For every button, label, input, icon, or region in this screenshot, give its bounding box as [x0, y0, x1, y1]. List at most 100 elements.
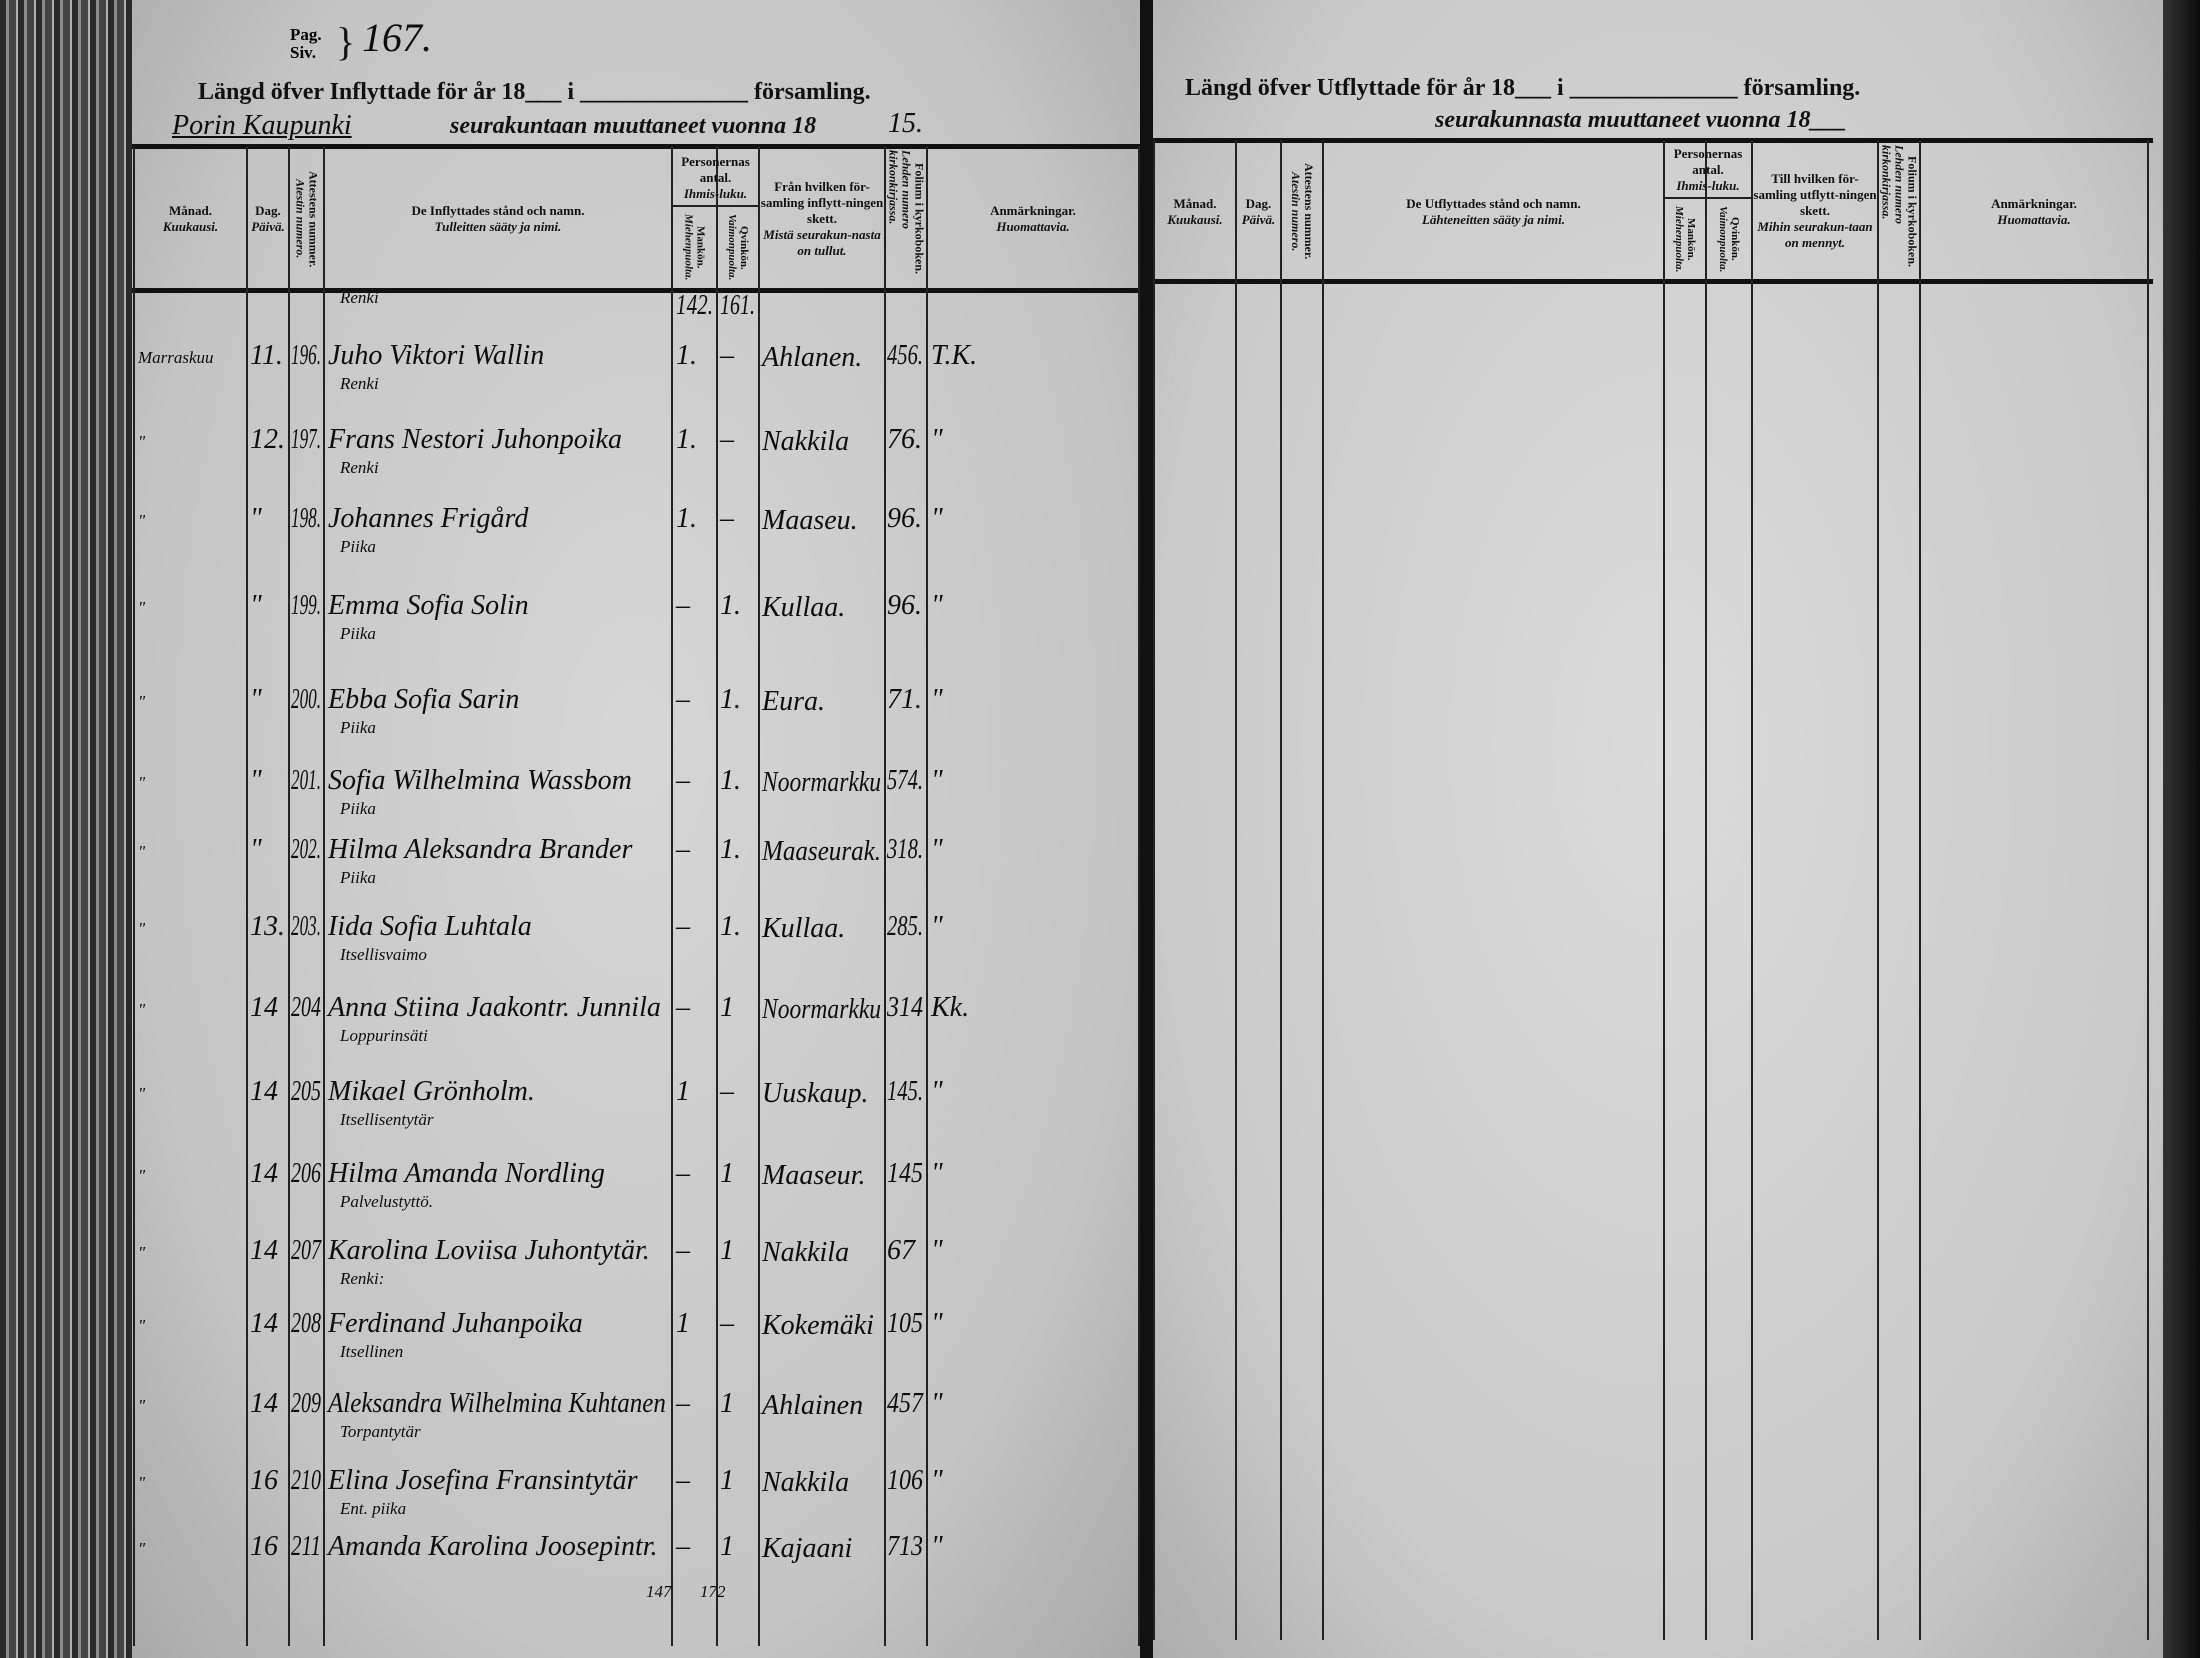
attest-number-cell: 211 — [291, 1531, 321, 1562]
men-count-cell: – — [676, 1388, 690, 1419]
column-rule — [1153, 140, 1155, 1640]
month-cell: " — [138, 598, 146, 617]
men-count-cell: 1. — [676, 503, 697, 534]
day-cell: 14 — [250, 1235, 278, 1266]
folio-cell: 456. — [887, 340, 924, 371]
column-rule — [1235, 140, 1237, 1640]
name-cell: Elina Josefina Fransintytär — [328, 1465, 638, 1496]
from-parish-cell: Nakkila — [762, 1467, 850, 1498]
folio-cell: 106 — [887, 1465, 923, 1496]
attest-number-cell: 202. — [291, 834, 321, 865]
header-name: De Inflyttades stånd och namn. Tulleitten… — [325, 150, 671, 288]
right-page — [1153, 0, 2163, 1658]
from-parish-cell: Noormarkku — [762, 767, 882, 798]
header-men-fi: Miehenpuolta. — [682, 214, 695, 281]
women-count-cell: 1 — [720, 1235, 734, 1266]
month-cell: " — [138, 1396, 146, 1415]
column-rule — [1322, 140, 1324, 1640]
total-men: 147 — [646, 1582, 672, 1601]
header-day: Dag. Päivä. — [1237, 144, 1280, 279]
month-cell: " — [138, 919, 146, 938]
day-cell: 14 — [250, 1308, 278, 1339]
women-count-cell: – — [720, 1076, 734, 1107]
header-men-sv: Mankön. — [1685, 217, 1697, 261]
header-folio: Folium i kyrkoboken. Lehden numero kirkon… — [1879, 145, 1920, 278]
header-women-sv: Qvinkön. — [1729, 217, 1741, 261]
name-cell: Hilma Aleksandra Brander — [328, 834, 633, 865]
name-cell: Frans Nestori Juhonpoika — [328, 424, 622, 455]
column-rule — [133, 146, 135, 1646]
header-top-rule — [132, 144, 1140, 149]
day-cell: 16 — [250, 1531, 278, 1562]
folio-cell: 67 — [887, 1235, 915, 1266]
header-persons-sv: Personernas antal. — [681, 153, 750, 185]
header-month-fi: Kuukausi. — [162, 219, 219, 234]
attest-number-cell: 199. — [291, 590, 321, 621]
from-parish-cell: Maaseu. — [762, 505, 858, 536]
header-attest: Attestens nummer. Atestin numero. — [1282, 145, 1322, 278]
day-cell: " — [250, 590, 262, 621]
attest-number-cell: 204 — [291, 992, 321, 1023]
day-cell: 13. — [250, 911, 285, 942]
remark-cell: " — [931, 1465, 943, 1496]
day-cell: " — [250, 684, 262, 715]
folio-cell: 96. — [887, 503, 922, 534]
header-attest-sv: Attestens nummer. — [1302, 163, 1316, 260]
name-cell: Mikael Grönholm. — [328, 1076, 535, 1107]
header-folio-fi: Lehden numero kirkonkirjassa. — [886, 150, 914, 230]
name-cell: Iida Sofia Luhtala — [328, 911, 532, 942]
folio-cell: 145. — [887, 1076, 924, 1107]
header-women: Qvinkön. Vaimonpuolta. — [1707, 200, 1751, 278]
header-day: Dag. Päivä. — [248, 150, 288, 288]
page-stack-edge — [0, 0, 132, 1658]
from-parish-cell: Kajaani — [762, 1533, 853, 1564]
occupation-cell: Loppurinsäti — [340, 1026, 428, 1045]
occupation-cell: Itsellisvaimo — [340, 945, 427, 964]
header-attest-sv: Attestens nummer. — [306, 170, 321, 268]
women-count-cell: – — [720, 503, 734, 534]
day-cell: 14 — [250, 1388, 278, 1419]
header-month-fi: Kuukausi. — [1167, 211, 1223, 227]
name-cell: Emma Sofia Solin — [328, 590, 529, 621]
header-persons-fi: Ihmis-luku. — [1676, 178, 1740, 193]
header-men: Mankön. Miehenpuolta. — [1665, 200, 1705, 278]
women-count-cell: – — [720, 424, 734, 455]
folio-cell: 145 — [887, 1158, 923, 1189]
header-persons-fi: Ihmis-luku. — [683, 185, 748, 201]
header-remarks-fi: Huomattavia. — [996, 219, 1070, 234]
month-cell: " — [138, 692, 146, 711]
table-row — [133, 340, 1138, 400]
name-cell: Ebba Sofia Sarin — [328, 684, 520, 715]
left-page — [132, 0, 1140, 1658]
header-month-sv: Månad. — [1173, 195, 1217, 211]
header-from-fi: Mistä seurakun-nasta on tullut. — [763, 227, 881, 258]
header-remarks-fi: Huomattavia. — [1997, 211, 2071, 227]
remark-cell: " — [931, 765, 943, 796]
men-count-cell: – — [676, 992, 690, 1023]
right-edge — [2163, 0, 2200, 1658]
day-cell: " — [250, 765, 262, 796]
day-cell: " — [250, 503, 262, 534]
header-attest-fi: Atestin numero. — [293, 179, 308, 259]
remark-cell: " — [931, 1158, 943, 1189]
attest-number-cell: 208 — [291, 1308, 321, 1339]
header-bottom-rule — [132, 288, 1140, 293]
brace-mark: } — [336, 19, 356, 64]
month-cell: " — [138, 432, 146, 451]
men-count-cell: – — [676, 684, 690, 715]
men-count-cell: – — [676, 1158, 690, 1189]
men-count-cell: 1. — [676, 424, 697, 455]
name-cell: Amanda Karolina Joosepintr. — [328, 1531, 658, 1562]
occupation-cell: Piika — [340, 537, 376, 556]
women-count-cell: 1. — [720, 684, 741, 715]
table-row — [133, 1308, 1138, 1368]
occupation-cell: Torpantytär — [340, 1422, 421, 1441]
left-subtitle: seurakuntaan muuttaneet vuonna 18 — [450, 113, 817, 139]
header-day-fi: Päivä. — [1241, 211, 1276, 227]
from-parish-cell: Nakkila — [762, 426, 850, 457]
right-subtitle: seurakunnasta muuttaneet vuonna 18___ — [1435, 107, 1847, 133]
page-number: 167. — [362, 15, 432, 60]
column-rule — [716, 146, 718, 1646]
attest-number-cell: 207 — [291, 1235, 321, 1266]
from-parish-cell: Kokemäki — [762, 1310, 874, 1341]
